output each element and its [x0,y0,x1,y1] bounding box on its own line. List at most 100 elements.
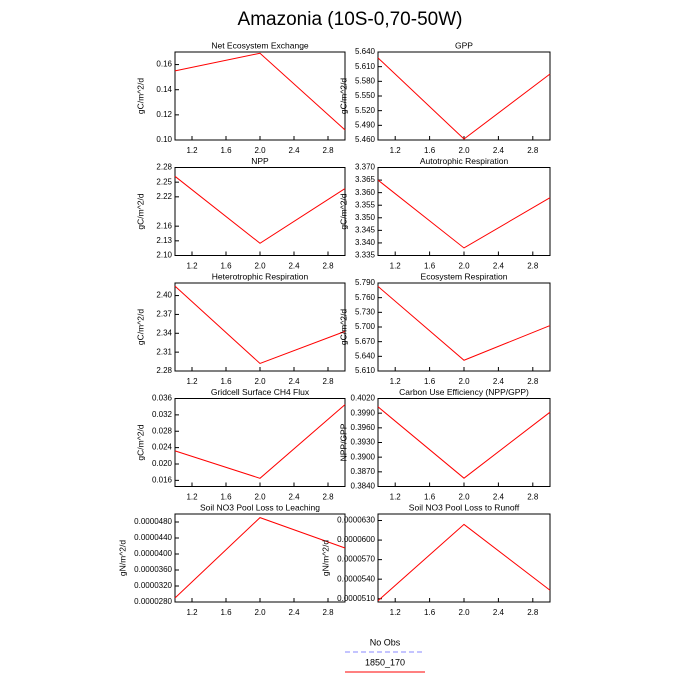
x-tick-label: 2.8 [527,608,539,617]
y-tick-label: 5.670 [355,337,376,346]
y-tick-label: 5.610 [355,62,376,71]
y-tick-label: 0.0000440 [134,533,172,542]
y-tick-label: 5.760 [355,293,376,302]
y-tick-label: 3.370 [355,163,376,172]
x-tick-label: 2.0 [458,377,470,386]
y-tick-label: 5.550 [355,91,376,100]
x-tick-label: 1.6 [220,493,232,502]
y-axis-label: gC/m^2/d [135,424,145,460]
y-tick-label: 2.28 [156,163,172,172]
x-tick-label: 2.0 [254,608,266,617]
x-tick-label: 2.8 [527,377,539,386]
y-tick-label: 5.520 [355,106,376,115]
panel-title: Carbon Use Efficiency (NPP/GPP) [399,387,529,397]
x-tick-label: 2.0 [458,493,470,502]
y-tick-label: 2.25 [156,177,172,186]
y-tick-label: 0.0000510 [337,594,375,603]
y-tick-label: 2.22 [156,192,172,201]
data-line [377,179,551,249]
x-tick-label: 1.6 [424,262,436,271]
x-tick-label: 1.2 [390,493,402,502]
x-tick-label: 2.8 [527,262,539,271]
x-tick-label: 1.6 [424,493,436,502]
x-tick-label: 1.2 [390,262,402,271]
x-tick-label: 2.4 [288,146,300,155]
y-tick-label: 5.610 [355,366,376,375]
x-tick-label: 2.0 [254,377,266,386]
y-tick-label: 0.024 [152,443,173,452]
x-tick-label: 2.4 [493,377,505,386]
panel-title: Gridcell Surface CH4 Flux [211,387,310,397]
y-tick-label: 0.036 [152,394,173,403]
plot-frame [377,513,551,603]
y-tick-label: 0.3840 [351,482,376,491]
figure-title: Amazonia (10S-0,70-50W) [238,9,463,30]
y-tick-label: 0.16 [156,60,172,69]
y-tick-label: 5.730 [355,307,376,316]
x-tick-label: 2.4 [288,377,300,386]
x-tick-label: 2.0 [458,146,470,155]
y-tick-label: 0.0000480 [134,517,172,526]
y-tick-label: 3.360 [355,188,376,197]
x-tick-label: 2.8 [322,493,334,502]
data-line [377,286,551,361]
x-tick-label: 1.6 [220,262,232,271]
x-tick-label: 2.4 [493,493,505,502]
y-tick-label: 0.3990 [351,408,376,417]
y-tick-label: 3.335 [355,251,376,260]
y-tick-label: 3.340 [355,238,376,247]
plot-frame [377,51,551,141]
y-tick-label: 5.490 [355,120,376,129]
y-tick-label: 5.640 [355,351,376,360]
y-axis-label: gC/m^2/d [338,78,348,114]
x-tick-label: 1.6 [220,146,232,155]
y-tick-label: 0.0000540 [337,574,375,583]
plot-frame [377,282,551,372]
y-axis-label: gN/m^2/d [117,540,127,576]
data-line [174,404,346,479]
x-tick-label: 2.4 [493,262,505,271]
y-tick-label: 2.16 [156,221,172,230]
y-tick-label: 0.0000600 [337,535,375,544]
y-tick-label: 3.345 [355,225,376,234]
x-tick-label: 2.0 [254,262,266,271]
y-tick-label: 3.350 [355,213,376,222]
x-tick-label: 1.2 [186,377,198,386]
y-tick-label: 0.032 [152,410,173,419]
panel-title: Heterotrophic Respiration [212,271,309,281]
x-tick-label: 1.2 [186,608,198,617]
x-tick-label: 2.0 [254,146,266,155]
x-tick-label: 2.4 [288,493,300,502]
y-tick-label: 5.700 [355,322,376,331]
x-tick-label: 2.4 [288,262,300,271]
x-tick-label: 1.6 [424,608,436,617]
x-tick-label: 1.6 [424,146,436,155]
y-axis-label: gC/m^2/d [135,78,145,114]
y-tick-label: 0.028 [152,426,173,435]
y-tick-label: 0.0000630 [337,516,375,525]
panel-title: NPP [251,156,269,166]
y-tick-label: 0.10 [156,135,172,144]
y-tick-label: 5.790 [355,278,376,287]
x-tick-label: 1.2 [390,608,402,617]
y-tick-label: 0.14 [156,85,172,94]
data-line [174,517,346,599]
x-tick-label: 2.0 [254,493,266,502]
panel-title: Net Ecosystem Exchange [211,40,309,50]
x-tick-label: 2.0 [458,608,470,617]
y-tick-label: 0.12 [156,110,172,119]
x-tick-label: 1.2 [186,262,198,271]
plot-frame [377,398,551,487]
y-tick-label: 0.016 [152,475,173,484]
panel-title: Ecosystem Respiration [421,271,508,281]
y-tick-label: 0.3900 [351,452,376,461]
legend-label: No Obs [370,637,401,647]
x-tick-label: 2.8 [322,146,334,155]
data-line [174,52,346,131]
x-tick-label: 1.6 [424,377,436,386]
y-tick-label: 0.4020 [351,394,376,403]
y-axis-label: gC/m^2/d [338,193,348,229]
y-tick-label: 3.365 [355,175,376,184]
